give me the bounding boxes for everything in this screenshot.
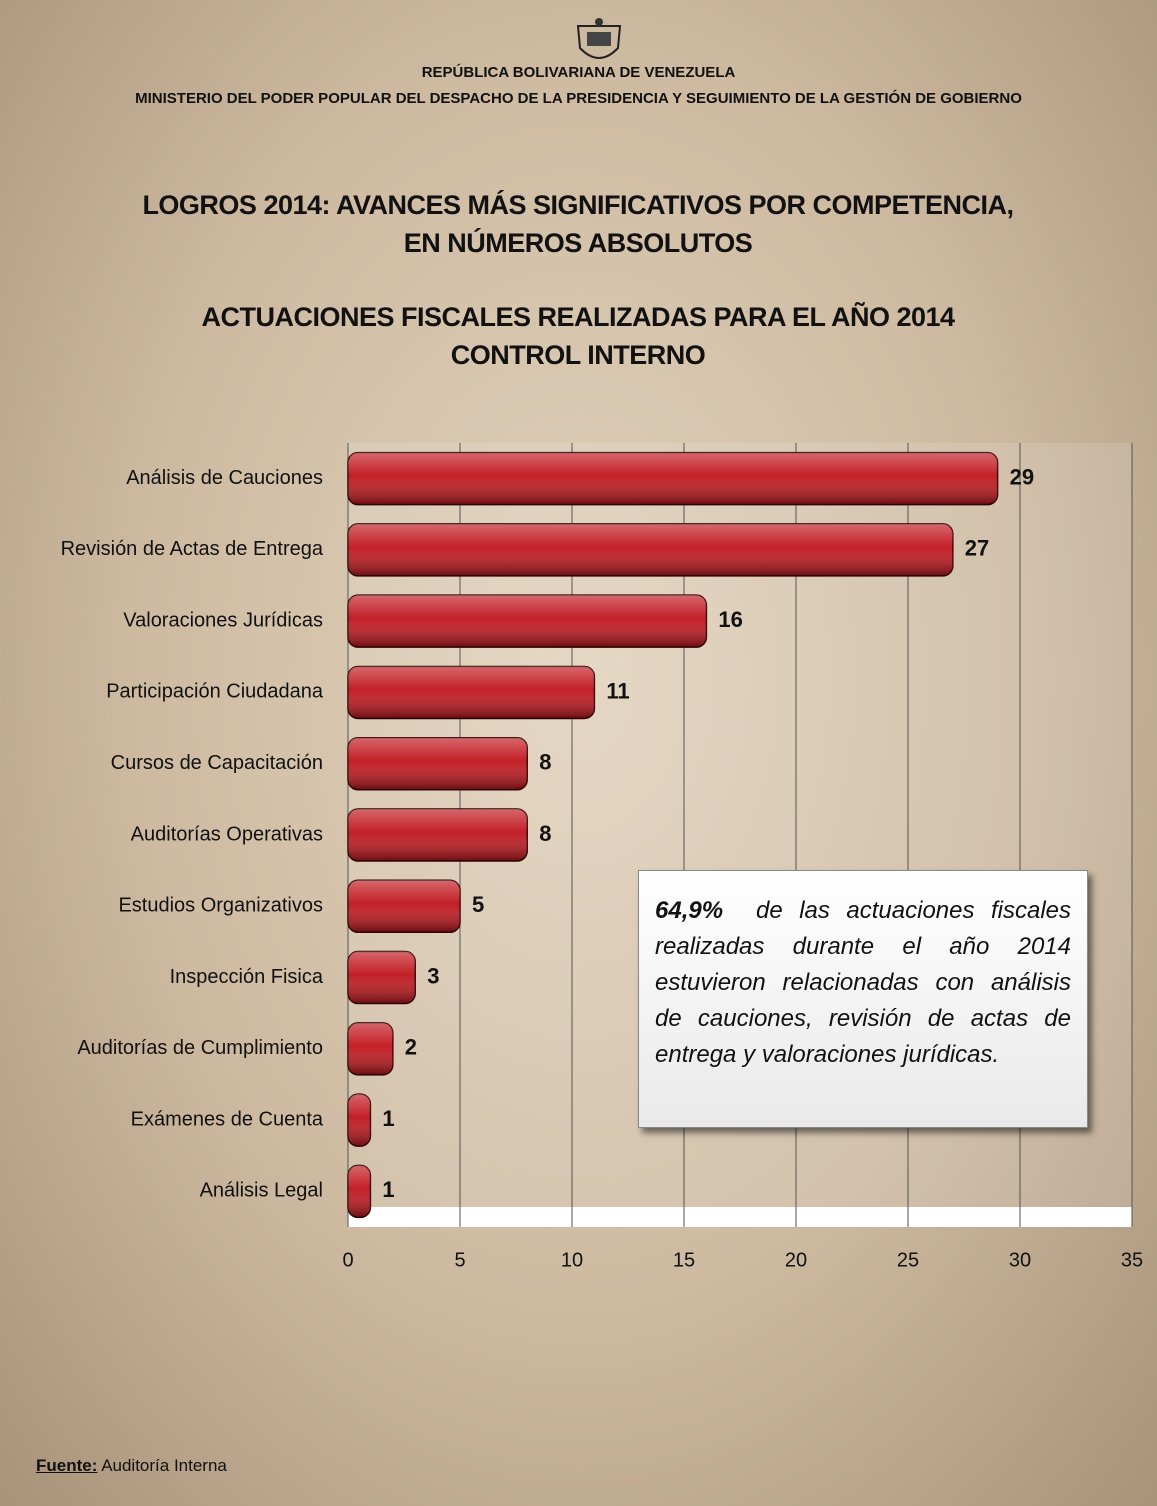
x-tick-label: 10 — [561, 1249, 583, 1271]
value-label: 5 — [472, 892, 484, 917]
y-tick-label: Estudios Organizativos — [118, 895, 323, 917]
bar-shine — [348, 595, 707, 648]
y-tick-label: Cursos de Capacitación — [111, 752, 323, 774]
source-label: Fuente: — [36, 1456, 98, 1475]
bar-shine — [348, 523, 953, 576]
x-tick-label: 30 — [1009, 1249, 1031, 1271]
annotation-text: de las actuaciones fiscales realizadas d… — [655, 897, 1071, 1068]
bar-shine — [348, 666, 595, 719]
header-line: REPÚBLICA BOLIVARIANA DE VENEZUELA — [421, 64, 736, 81]
plot-floor — [348, 1207, 1132, 1227]
value-label: 16 — [718, 607, 742, 632]
value-label: 8 — [539, 750, 551, 775]
emblem — [576, 18, 622, 59]
bar-shine — [348, 1094, 371, 1147]
value-label: 27 — [965, 536, 989, 561]
y-tick-label: Análisis de Cauciones — [126, 467, 323, 489]
x-tick-label: 0 — [342, 1249, 353, 1271]
source-text: Auditoría Interna — [101, 1456, 227, 1475]
y-tick-label: Inspección Fisica — [170, 966, 324, 988]
bar-shine — [348, 1022, 393, 1075]
y-tick-label: Valoraciones Jurídicas — [123, 609, 323, 631]
chart-subtitle: CONTROL INTERNO — [450, 340, 706, 370]
value-label: 3 — [427, 963, 439, 988]
annotation-highlight: 64,9% — [655, 897, 724, 924]
header-line: MINISTERIO DEL PODER POPULAR DEL DESPACH… — [135, 90, 1022, 107]
value-label: 29 — [1010, 464, 1034, 489]
bar-shine — [348, 951, 416, 1004]
value-label: 1 — [382, 1177, 394, 1202]
y-tick-label: Participación Ciudadana — [106, 681, 324, 703]
y-tick-label: Revisión de Actas de Entrega — [61, 538, 324, 560]
x-tick-label: 5 — [454, 1249, 465, 1271]
chart-subtitle: ACTUACIONES FISCALES REALIZADAS PARA EL … — [201, 302, 955, 332]
x-tick-label: 35 — [1121, 1249, 1143, 1271]
value-label: 2 — [405, 1035, 417, 1060]
x-tick-label: 25 — [897, 1249, 919, 1271]
y-tick-label: Auditorías Operativas — [131, 823, 323, 845]
value-label: 8 — [539, 821, 551, 846]
bar-shine — [348, 880, 460, 933]
value-label: 11 — [606, 678, 629, 703]
bar-shine — [348, 737, 528, 790]
x-tick-label: 15 — [673, 1249, 695, 1271]
bar-shine — [348, 1165, 371, 1218]
value-label: 1 — [382, 1106, 394, 1131]
y-tick-label: Auditorías de Cumplimiento — [77, 1037, 323, 1059]
y-tick-label: Análisis Legal — [200, 1180, 323, 1202]
x-tick-label: 20 — [785, 1249, 807, 1271]
chart-title: LOGROS 2014: AVANCES MÁS SIGNIFICATIVOS … — [142, 190, 1014, 258]
annotation-box: 64,9% de las actuaciones fiscales realiz… — [638, 870, 1088, 1128]
bar-shine — [348, 809, 528, 861]
y-tick-label: Exámenes de Cuenta — [131, 1108, 324, 1130]
bar-shine — [348, 452, 998, 505]
source: Fuente: Auditoría Interna — [36, 1456, 227, 1476]
